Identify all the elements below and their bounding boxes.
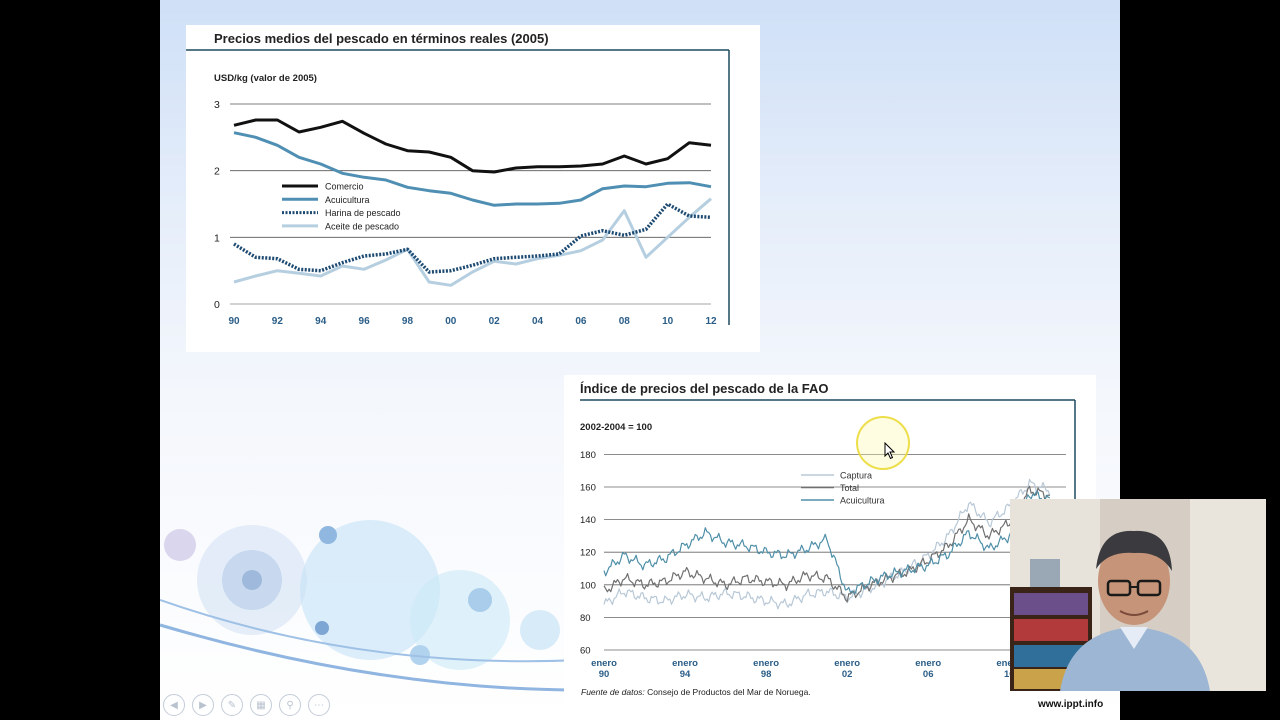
x-tick-label: 00 xyxy=(445,316,457,327)
x-tick-label-year: 02 xyxy=(842,669,853,680)
y-tick-label: 60 xyxy=(580,646,591,657)
mouse-pointer-icon xyxy=(884,442,896,460)
series-line-0 xyxy=(603,478,1051,610)
x-tick-label-year: 94 xyxy=(680,669,691,680)
x-tick-label: 04 xyxy=(532,316,544,327)
more-icon[interactable]: ⋯ xyxy=(308,694,330,716)
chart-fao-index: 6080100120140160180enero90enero94enero98… xyxy=(580,399,1076,680)
series-line-2 xyxy=(233,202,712,274)
x-tick-label-year: 10 xyxy=(1004,669,1015,680)
x-tick-label: 94 xyxy=(315,316,327,327)
legend-label: Harina de pescado xyxy=(325,208,401,218)
y-tick-label: 0 xyxy=(214,299,220,311)
series-line-1 xyxy=(233,131,712,207)
legend-label: Total xyxy=(840,483,859,493)
x-tick-label-month: enero xyxy=(834,658,860,669)
x-tick-label: 10 xyxy=(662,316,674,327)
y-axis-unit: USD/kg (valor de 2005) xyxy=(214,73,317,84)
slideshow-toolbar: ◀ ▶ ✎ ▦ ⚲ ⋯ xyxy=(163,694,330,716)
y-tick-label: 140 xyxy=(580,515,596,526)
legend-label: Captura xyxy=(840,471,872,481)
x-tick-label-month: enero xyxy=(672,658,698,669)
x-tick-label: 90 xyxy=(228,316,240,327)
x-tick-label: 08 xyxy=(619,316,631,327)
y-tick-label: 160 xyxy=(580,483,596,494)
slides-icon[interactable]: ▦ xyxy=(250,694,272,716)
x-tick-label: 06 xyxy=(575,316,587,327)
chart-title: Precios medios del pescado en términos r… xyxy=(214,31,549,46)
x-tick-label-year: 98 xyxy=(761,669,772,680)
cursor-highlight xyxy=(856,416,910,470)
x-tick-label: 02 xyxy=(489,316,501,327)
series-line-2 xyxy=(603,491,1050,594)
x-tick-label-month: enero xyxy=(996,658,1022,669)
y-tick-label: 120 xyxy=(580,548,596,559)
x-tick-label: 92 xyxy=(272,316,284,327)
x-tick-label: 12 xyxy=(705,316,717,327)
data-source: Fuente de datos: Consejo de Productos de… xyxy=(581,687,811,697)
pen-icon[interactable]: ✎ xyxy=(221,694,243,716)
chart-panel-fao-index: Índice de precios del pescado de la FAO … xyxy=(564,375,1096,705)
y-tick-label: 100 xyxy=(580,580,596,591)
x-tick-label-month: enero xyxy=(753,658,779,669)
x-tick-label: 98 xyxy=(402,316,414,327)
legend-label: Acuicultura xyxy=(325,195,370,205)
y-tick-label: 180 xyxy=(580,450,596,461)
y-tick-label: 2 xyxy=(214,166,220,178)
presenter-video xyxy=(1010,499,1266,691)
series-line-3 xyxy=(233,197,712,287)
zoom-icon[interactable]: ⚲ xyxy=(279,694,301,716)
webcam-overlay xyxy=(1010,499,1266,691)
legend-label: Aceite de pescado xyxy=(325,221,399,231)
x-tick-label-year: 06 xyxy=(923,669,934,680)
next-icon[interactable]: ▶ xyxy=(192,694,214,716)
x-tick-label-month: enero xyxy=(591,658,617,669)
series-line-1 xyxy=(603,485,1050,603)
y-tick-label: 1 xyxy=(214,232,220,244)
website-url[interactable]: www.ippt.info xyxy=(1038,699,1104,710)
slide-decoration xyxy=(160,520,581,692)
y-axis-unit: 2002-2004 = 100 xyxy=(580,422,653,433)
chart-panel-real-prices: Precios medios del pescado en términos r… xyxy=(186,25,760,352)
legend-label: Acuicultura xyxy=(840,496,885,506)
chart-title: Índice de precios del pescado de la FAO xyxy=(580,381,829,396)
legend-label: Comercio xyxy=(325,182,364,192)
prev-icon[interactable]: ◀ xyxy=(163,694,185,716)
x-tick-label-year: 90 xyxy=(599,669,610,680)
y-tick-label: 3 xyxy=(214,99,220,111)
x-tick-label: 96 xyxy=(359,316,371,327)
x-tick-label-month: enero xyxy=(915,658,941,669)
series-line-0 xyxy=(233,118,712,174)
y-tick-label: 80 xyxy=(580,613,591,624)
